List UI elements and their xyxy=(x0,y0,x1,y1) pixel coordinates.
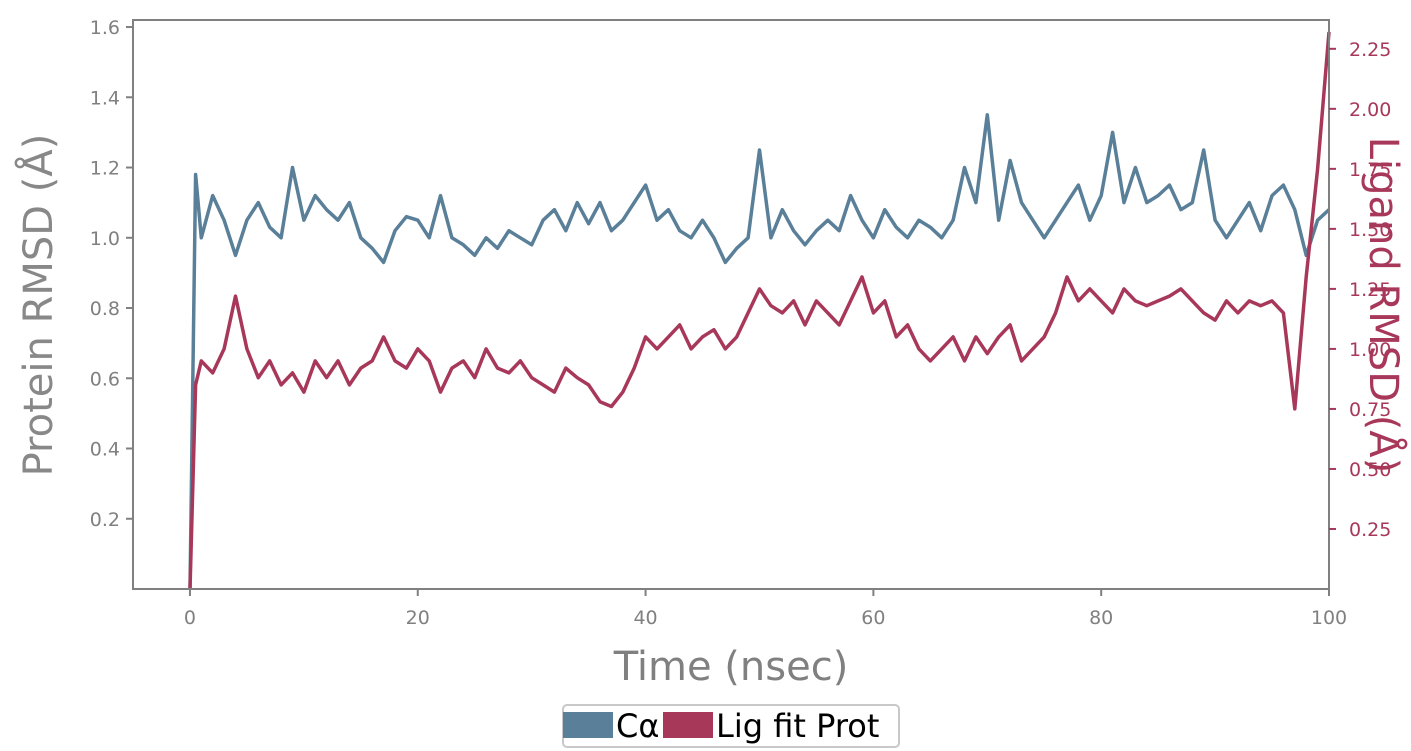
x-tick-label: 80 xyxy=(1089,607,1113,629)
series-line-1 xyxy=(188,31,1331,590)
legend-label-lig: Lig fit Prot xyxy=(716,707,879,745)
y-right-tick-label: 0.75 xyxy=(1349,399,1391,421)
left-axis-title: Protein RMSD (Å) xyxy=(14,134,62,477)
y-left-tick-label: 1.2 xyxy=(90,158,120,180)
x-tick-label: 20 xyxy=(406,607,430,629)
y-right-tick-label: 1.00 xyxy=(1349,339,1391,361)
x-tick-label: 0 xyxy=(184,607,196,629)
series-line-0 xyxy=(188,113,1331,590)
x-tick-label: 60 xyxy=(861,607,885,629)
y-right-tick-label: 1.75 xyxy=(1349,159,1391,181)
y-left-tick-label: 1.0 xyxy=(90,228,120,250)
series-layer xyxy=(188,31,1331,590)
y-right-tick-label: 0.50 xyxy=(1349,459,1391,481)
y-right-tick-label: 0.25 xyxy=(1349,519,1391,541)
y-left-tick-label: 0.6 xyxy=(90,368,120,390)
y-right-tick-label: 1.25 xyxy=(1349,279,1391,301)
legend-swatch-ca xyxy=(563,712,613,738)
right-axis-title: Ligand RMSD (Å) xyxy=(1360,137,1408,474)
legend-label-ca: Cα xyxy=(616,707,659,745)
y-left-tick-label: 1.6 xyxy=(90,17,120,39)
ticks-layer: 0 20 40 60 80 100 0.2 0.4 0.6 0.8 1.0 1.2 1.4 1.6 0.25… xyxy=(90,17,1392,629)
y-left-tick-label: 0.8 xyxy=(90,298,120,320)
x-axis-title: Time (nsec) xyxy=(613,644,849,690)
y-right-tick-label: 1.50 xyxy=(1349,219,1391,241)
y-left-tick-label: 0.4 xyxy=(90,439,120,461)
legend-swatch-lig xyxy=(663,712,713,738)
y-right-tick-label: 2.25 xyxy=(1349,39,1391,61)
plot-frame xyxy=(132,19,1330,590)
y-left-tick-label: 0.2 xyxy=(90,509,120,531)
y-right-tick-label: 2.00 xyxy=(1349,99,1391,121)
x-tick-label: 100 xyxy=(1311,607,1347,629)
legend: Cα Lig fit Prot xyxy=(562,704,900,748)
x-tick-label: 40 xyxy=(633,607,657,629)
y-left-tick-label: 1.4 xyxy=(90,87,120,109)
